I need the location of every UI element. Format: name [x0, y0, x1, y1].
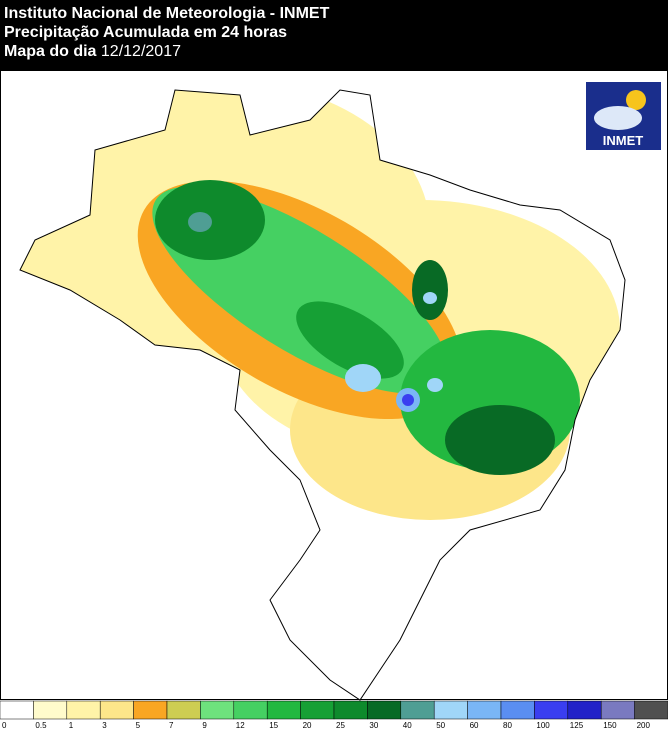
legend-label: 1 [69, 721, 74, 730]
legend-label: 5 [136, 721, 141, 730]
legend-label: 0.5 [35, 721, 47, 730]
legend-label: 9 [202, 721, 207, 730]
legend-swatch [200, 700, 235, 720]
legend-label: 0 [2, 721, 7, 730]
legend-label: 60 [470, 721, 479, 730]
legend: 0 0.5 1 3 5 7 9 12 15 20 25 30 40 50 60 80 100 125 150 200 [0, 700, 668, 730]
logo-cloud [594, 106, 642, 130]
legend-label: 50 [436, 721, 445, 730]
legend-swatch [266, 700, 301, 720]
legend-swatch [567, 700, 602, 720]
logo-text: INMET [603, 133, 644, 148]
title: Instituto Nacional de Meteorologia - INM… [4, 5, 330, 22]
legend-swatch [467, 700, 502, 720]
legend-swatch [0, 700, 34, 720]
logo-sun [626, 90, 646, 110]
legend-swatch [166, 700, 201, 720]
legend-label: 150 [603, 721, 617, 730]
subtitle: Precipitação Acumulada em 24 horas [4, 24, 288, 41]
legend-label: 125 [570, 721, 584, 730]
legend-swatch [500, 700, 535, 720]
header: Instituto Nacional de Meteorologia - INM… [0, 0, 668, 70]
legend-swatch [33, 700, 68, 720]
legend-swatch [133, 700, 168, 720]
legend-label: 15 [269, 721, 278, 730]
legend-label: 12 [236, 721, 245, 730]
legend-label: 80 [503, 721, 512, 730]
legend-swatch [233, 700, 268, 720]
date-line: Mapa do dia 12/12/2017 [4, 42, 668, 61]
legend-swatch [333, 700, 368, 720]
legend-label: 25 [336, 721, 345, 730]
legend-swatch [600, 700, 635, 720]
date: 12/12/2017 [100, 43, 181, 60]
legend-label: 40 [403, 721, 412, 730]
legend-swatch [66, 700, 101, 720]
legend-swatch [433, 700, 468, 720]
legend-label: 3 [102, 721, 107, 730]
legend-swatch [534, 700, 569, 720]
legend-swatch [99, 700, 134, 720]
legend-label: 20 [303, 721, 312, 730]
legend-label: 100 [536, 721, 550, 730]
legend-swatch [300, 700, 335, 720]
legend-swatch [634, 700, 668, 720]
legend-swatch [400, 700, 435, 720]
legend-label: 200 [637, 721, 651, 730]
legend-swatch [367, 700, 402, 720]
date-label: Mapa do dia [4, 43, 97, 60]
legend-label: 30 [369, 721, 378, 730]
legend-label: 7 [169, 721, 174, 730]
